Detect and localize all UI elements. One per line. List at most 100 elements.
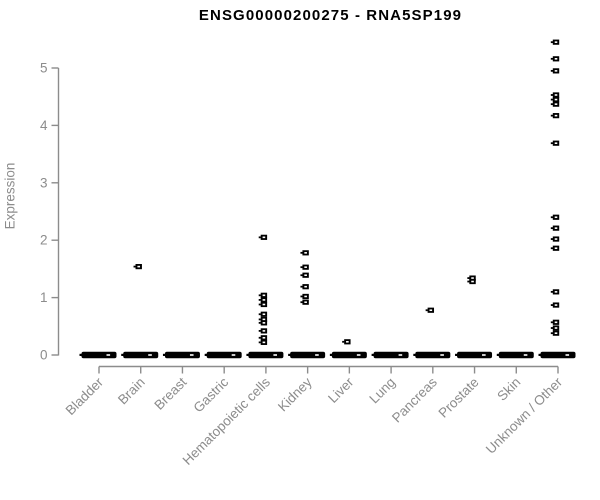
- data-point-center: [304, 274, 307, 277]
- zero-cluster-nub: [455, 353, 459, 356]
- data-point-center: [262, 303, 266, 306]
- data-point-nub: [550, 332, 553, 335]
- data-point-center: [554, 304, 558, 306]
- x-category-label: Bladder: [63, 374, 107, 418]
- data-point-nub: [425, 309, 428, 312]
- zero-cluster-notch: [315, 354, 319, 356]
- data-point-center: [471, 277, 474, 279]
- data-point-nub: [550, 247, 553, 250]
- zero-cluster-notch: [482, 354, 486, 356]
- data-point-nub: [467, 280, 470, 283]
- data-point-center: [304, 266, 307, 268]
- data-point-nub: [300, 285, 303, 288]
- zero-cluster-nub: [371, 353, 375, 356]
- zero-cluster-nub: [329, 353, 333, 356]
- zero-cluster-bar: [290, 351, 326, 359]
- zero-cluster-notch: [273, 354, 278, 356]
- data-point-nub: [258, 336, 261, 339]
- x-category-label: Breast: [151, 374, 189, 412]
- zero-cluster-nub: [121, 353, 125, 356]
- data-point-center: [554, 142, 558, 144]
- data-point-nub: [550, 114, 553, 117]
- data-point-center: [262, 236, 266, 239]
- data-point-nub: [550, 327, 553, 329]
- x-category-label: Prostate: [436, 375, 482, 421]
- zero-cluster-nub: [79, 353, 83, 356]
- data-point-nub: [258, 236, 261, 239]
- x-category-label: Brain: [115, 375, 148, 408]
- data-point-nub: [550, 304, 553, 306]
- data-point-center: [554, 41, 558, 43]
- data-point-center: [262, 341, 266, 344]
- data-point-nub: [550, 94, 553, 96]
- data-point-nub: [258, 341, 261, 344]
- data-point-center: [304, 301, 307, 303]
- data-point-nub: [550, 216, 553, 219]
- data-point-center: [304, 295, 307, 298]
- data-point-center: [554, 332, 558, 334]
- x-category-label: Gastric: [190, 374, 231, 415]
- data-point-nub: [258, 318, 261, 321]
- y-tick-label: 4: [40, 118, 48, 133]
- data-point-nub: [300, 301, 303, 304]
- zero-cluster-nub: [204, 353, 208, 356]
- data-point-nub: [550, 103, 553, 106]
- data-point-nub: [550, 142, 553, 145]
- data-point-nub: [258, 303, 261, 306]
- data-point-nub: [550, 238, 553, 240]
- data-point-center: [554, 321, 558, 324]
- data-point-nub: [258, 294, 261, 297]
- zero-cluster-notch: [398, 354, 403, 356]
- data-point-center: [554, 103, 558, 105]
- y-tick-label: 5: [40, 61, 48, 76]
- data-point-nub: [550, 227, 553, 230]
- zero-cluster-notch: [565, 354, 570, 356]
- x-category-label: Kidney: [275, 374, 315, 414]
- zero-cluster-bar: [81, 351, 117, 359]
- y-tick-label: 1: [40, 290, 48, 305]
- data-point-center: [262, 322, 266, 324]
- zero-cluster-bar: [415, 351, 451, 359]
- zero-cluster-bar: [373, 351, 409, 359]
- data-point-nub: [550, 57, 553, 60]
- x-category-label: Pancreas: [389, 374, 440, 425]
- zero-cluster-notch: [231, 354, 236, 356]
- zero-cluster-notch: [148, 354, 152, 356]
- zero-cluster-notch: [356, 354, 361, 356]
- data-point-center: [304, 285, 307, 288]
- data-point-nub: [550, 69, 553, 72]
- data-point-center: [304, 252, 307, 254]
- y-tick-label: 2: [40, 233, 48, 248]
- data-point-center: [554, 98, 558, 101]
- zero-cluster-nub: [538, 353, 542, 356]
- zero-cluster-bar: [164, 351, 200, 359]
- data-point-center: [137, 265, 141, 268]
- zero-cluster-bar: [498, 351, 534, 359]
- data-point-center: [554, 70, 558, 72]
- zero-cluster-nub: [288, 353, 292, 356]
- data-point-nub: [133, 265, 136, 268]
- data-point-center: [554, 114, 558, 117]
- data-point-center: [554, 247, 558, 250]
- data-point-nub: [258, 329, 261, 332]
- zero-cluster-bar: [248, 351, 284, 359]
- zero-cluster-notch: [440, 354, 444, 356]
- data-point-nub: [550, 321, 553, 324]
- data-point-center: [554, 327, 558, 329]
- data-point-center: [554, 291, 558, 293]
- data-point-center: [554, 94, 558, 96]
- zero-cluster-bar: [123, 351, 159, 359]
- zero-cluster-nub: [162, 353, 166, 356]
- data-point-center: [262, 336, 266, 339]
- zero-cluster-nub: [413, 353, 417, 356]
- data-point-center: [554, 227, 558, 229]
- x-category-label: Skin: [494, 375, 523, 404]
- data-point-nub: [550, 41, 553, 44]
- data-point-nub: [467, 277, 470, 279]
- data-point-nub: [300, 274, 303, 277]
- data-point-center: [471, 280, 474, 283]
- data-point-center: [346, 340, 349, 343]
- chart-title: ENSG00000200275 - RNA5SP199: [198, 7, 463, 24]
